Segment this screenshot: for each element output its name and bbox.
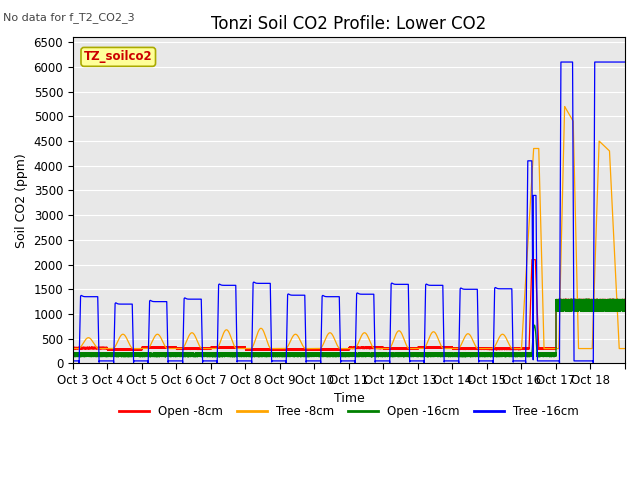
Tree -8cm xyxy=(621,346,629,351)
Legend: Open -8cm, Tree -8cm, Open -16cm, Tree -16cm: Open -8cm, Tree -8cm, Open -16cm, Tree -… xyxy=(115,400,584,423)
Open -8cm xyxy=(528,257,536,263)
Tree -16cm xyxy=(574,358,582,364)
Tree -16cm xyxy=(557,59,564,65)
Open -8cm xyxy=(69,346,77,352)
Open -16cm xyxy=(496,353,504,359)
Tree -8cm xyxy=(574,321,582,326)
Open -16cm xyxy=(69,351,77,357)
Open -16cm xyxy=(536,350,544,356)
Title: Tonzi Soil CO2 Profile: Lower CO2: Tonzi Soil CO2 Profile: Lower CO2 xyxy=(211,15,486,33)
Tree -8cm xyxy=(536,206,544,212)
Tree -16cm xyxy=(496,286,504,292)
Open -16cm xyxy=(221,351,229,357)
Open -8cm xyxy=(118,347,126,352)
Tree -16cm xyxy=(76,360,83,366)
Tree -16cm xyxy=(221,282,229,288)
Tree -16cm xyxy=(621,59,629,65)
Tree -8cm xyxy=(118,332,126,337)
Tree -16cm xyxy=(259,280,267,286)
Line: Open -16cm: Open -16cm xyxy=(73,299,625,357)
Line: Open -8cm: Open -8cm xyxy=(73,260,625,350)
Open -8cm xyxy=(221,345,229,350)
Tree -16cm xyxy=(536,358,544,364)
Open -8cm xyxy=(335,348,342,353)
Tree -8cm xyxy=(69,346,77,351)
Line: Tree -16cm: Tree -16cm xyxy=(73,62,625,363)
Open -16cm xyxy=(259,351,267,357)
Open -16cm xyxy=(118,352,126,358)
Open -16cm xyxy=(610,296,618,302)
Open -16cm xyxy=(574,298,582,304)
Tree -16cm xyxy=(69,358,77,364)
Text: TZ_soilco2: TZ_soilco2 xyxy=(84,50,152,63)
Open -8cm xyxy=(621,301,629,307)
Open -16cm xyxy=(621,307,629,312)
Line: Tree -8cm: Tree -8cm xyxy=(73,107,625,348)
Tree -8cm xyxy=(561,104,568,109)
Open -8cm xyxy=(574,302,582,308)
Tree -8cm xyxy=(259,327,267,333)
Open -16cm xyxy=(238,354,246,360)
Open -8cm xyxy=(259,347,267,352)
Text: No data for f_T2_CO2_3: No data for f_T2_CO2_3 xyxy=(3,12,135,23)
Open -8cm xyxy=(496,346,504,351)
Tree -16cm xyxy=(118,301,126,307)
Tree -8cm xyxy=(496,333,504,339)
Tree -8cm xyxy=(221,328,229,334)
X-axis label: Time: Time xyxy=(333,392,364,405)
Y-axis label: Soil CO2 (ppm): Soil CO2 (ppm) xyxy=(15,153,28,248)
Open -8cm xyxy=(536,345,544,350)
